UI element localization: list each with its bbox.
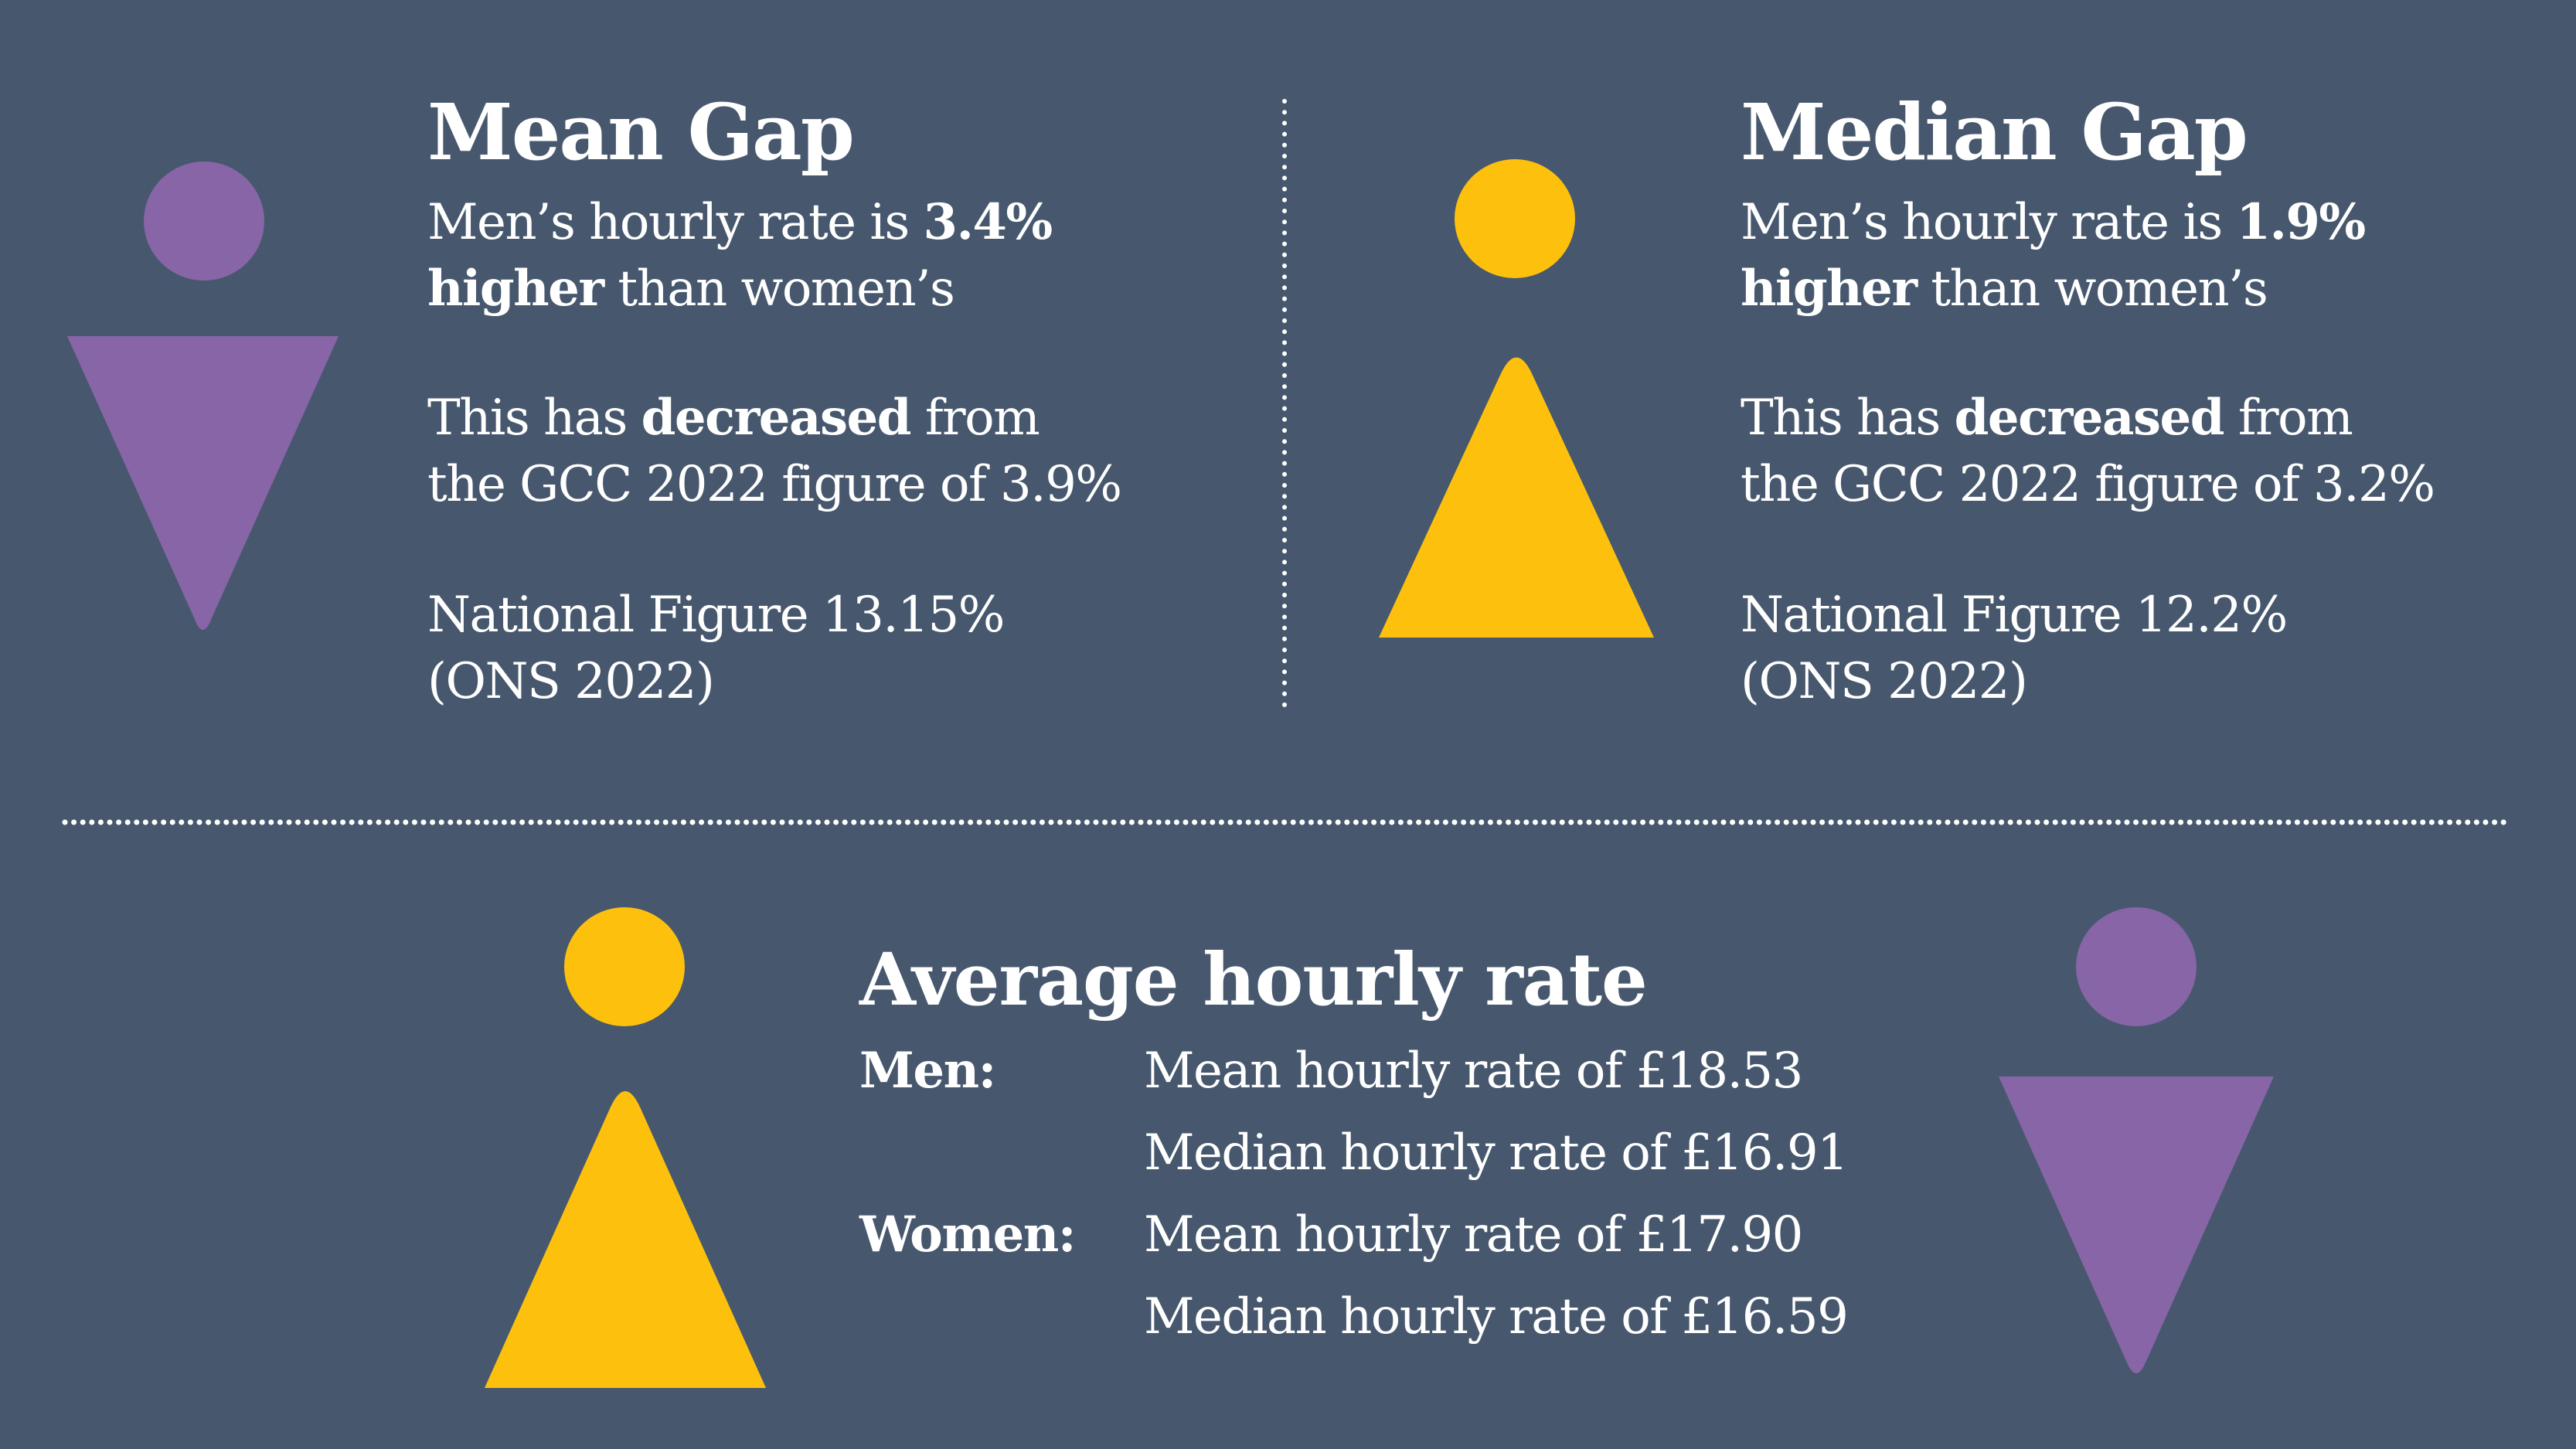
text-line: National Figure 12.2% (1741, 587, 2288, 644)
median-gap-change-text: This has decreased from the GCC 2022 figu… (1741, 385, 2435, 518)
median-gap-stat-text: Men’s hourly rate is 1.9% higher than wom… (1741, 189, 2366, 322)
men-row-label: Men: (859, 1042, 996, 1100)
text-line: National Figure 13.15% (427, 587, 1005, 644)
female-figure-icon (485, 907, 766, 1388)
text-line: Men’s hourly rate is 1.9% (1741, 193, 2366, 251)
figure-head (2076, 907, 2197, 1026)
figure-body (67, 336, 339, 630)
text-line: Men’s hourly rate is 3.4% (427, 193, 1053, 251)
women-row-label: Women: (859, 1206, 1076, 1264)
male-figure-icon (67, 162, 339, 630)
text-line: the GCC 2022 figure of 3.2% (1741, 456, 2435, 513)
vertical-dotted-divider (1282, 99, 1287, 713)
text-line: higher than women’s (427, 260, 955, 318)
text-line: This has decreased from (1741, 389, 2353, 447)
mean-gap-title: Mean Gap (427, 87, 855, 178)
text-line: the GCC 2022 figure of 3.9% (427, 456, 1122, 513)
male-figure-icon (1999, 907, 2274, 1373)
female-figure-icon (1379, 159, 1654, 638)
figure-body (1999, 1077, 2274, 1373)
figure-body (1379, 357, 1654, 638)
median-gap-title: Median Gap (1741, 87, 2248, 178)
men-median-rate: Median hourly rate of £16.91 (1144, 1124, 1849, 1182)
text-line: higher than women’s (1741, 260, 2268, 318)
text-line: This has decreased from (427, 389, 1040, 447)
text-line: (ONS 2022) (1741, 653, 2028, 710)
average-hourly-rate-title: Average hourly rate (859, 937, 1648, 1022)
mean-gap-change-text: This has decreased from the GCC 2022 figu… (427, 385, 1122, 518)
text-line: (ONS 2022) (427, 653, 715, 710)
women-mean-rate: Mean hourly rate of £17.90 (1144, 1206, 1803, 1264)
figure-head (564, 907, 685, 1026)
mean-gap-national-figure: National Figure 13.15% (ONS 2022) (427, 582, 1005, 715)
average-hourly-rate-table: Men: Mean hourly rate of £18.53 Median h… (859, 1030, 1849, 1358)
men-mean-rate: Mean hourly rate of £18.53 (1144, 1043, 1803, 1100)
figure-head (1455, 159, 1575, 278)
mean-gap-stat-text: Men’s hourly rate is 3.4% higher than wom… (427, 189, 1053, 322)
median-gap-national-figure: National Figure 12.2% (ONS 2022) (1741, 582, 2288, 715)
horizontal-dotted-divider (62, 819, 2515, 825)
figure-body (485, 1091, 766, 1388)
women-median-rate: Median hourly rate of £16.59 (1144, 1288, 1849, 1345)
figure-head (144, 162, 264, 281)
